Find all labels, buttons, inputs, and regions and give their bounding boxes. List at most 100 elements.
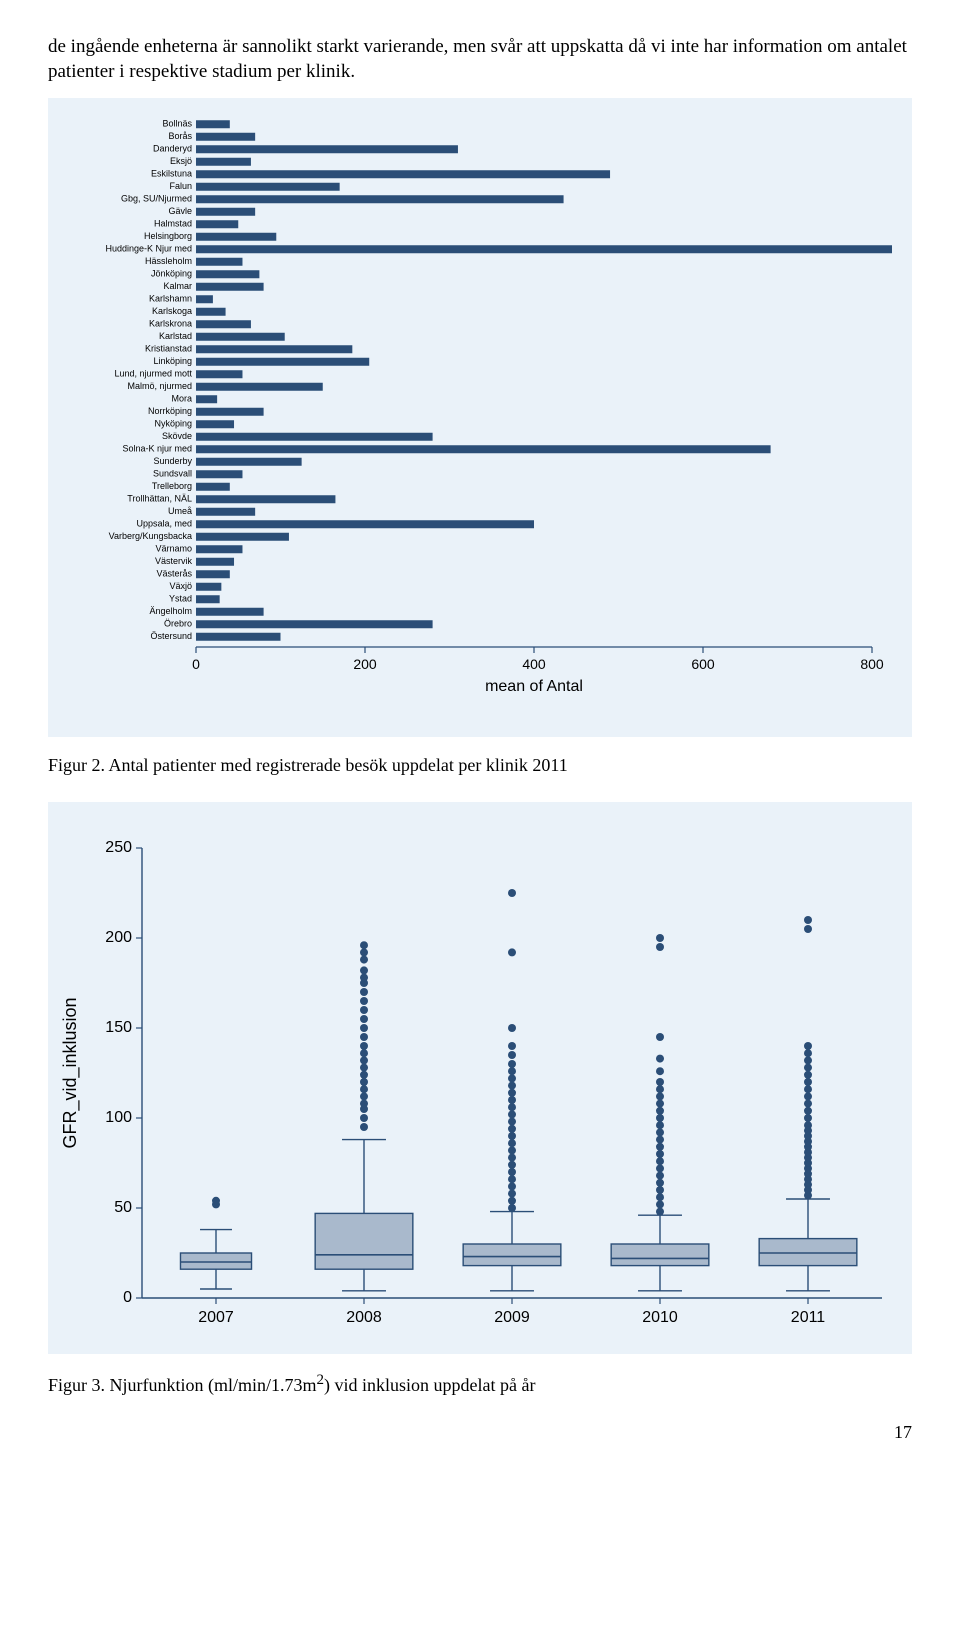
bar [196,233,276,241]
bar-category-label: Växjö [169,582,192,592]
outlier [360,1123,368,1131]
bar-category-label: Trollhättan, NÄL [127,494,192,504]
outlier [656,1122,664,1130]
outlier [508,1147,516,1155]
bar [196,583,221,591]
bar [196,383,323,391]
bar [196,483,230,491]
bar-category-label: Karlstad [159,332,192,342]
outlier [804,916,812,924]
x-tick-label: 800 [860,656,884,672]
bar-category-label: Danderyd [153,144,192,154]
bar [196,571,230,579]
bar [196,546,242,554]
outlier [360,1006,368,1014]
bar [196,608,264,616]
bar [196,558,234,566]
outlier [508,1096,516,1104]
outlier [804,1107,812,1115]
outlier [656,1194,664,1202]
bar-category-label: Trelleborg [152,482,192,492]
outlier [656,1179,664,1187]
outlier [804,1086,812,1094]
bar [196,246,892,254]
bar-category-label: Uppsala, med [136,519,192,529]
bar-category-label: Örebro [164,619,192,629]
x-category-label: 2010 [642,1309,678,1326]
outlier [508,1190,516,1198]
bar [196,621,433,629]
outlier [508,1051,516,1059]
bar [196,133,255,141]
outlier [508,1075,516,1083]
outlier [508,1104,516,1112]
bar [196,471,242,479]
bar-category-label: Karlskoga [152,307,192,317]
bar-category-label: Gbg, SU/Njurmed [121,194,192,204]
bar [196,308,226,316]
bar-category-label: Västervik [155,557,193,567]
bar-category-label: Gävle [168,207,192,217]
bar-category-label: Linköping [153,357,192,367]
bar [196,208,255,216]
bar [196,346,352,354]
outlier [656,1093,664,1101]
figure-2-caption: Figur 2. Antal patienter med registrerad… [48,755,912,776]
bar [196,121,230,129]
bar-category-label: Karlshamn [149,294,192,304]
bar [196,521,534,529]
bar-category-label: Bollnäs [162,119,192,129]
bar-category-label: Sunderby [153,457,192,467]
intro-paragraph: de ingående enheterna är sannolikt stark… [48,35,912,84]
outlier [656,934,664,942]
bar-category-label: Ystad [169,594,192,604]
outlier [360,942,368,950]
bar [196,358,369,366]
bar [196,296,213,304]
figure-3-caption-sup: 2 [317,1372,325,1388]
box [759,1239,857,1266]
outlier [804,1093,812,1101]
bar [196,196,564,204]
x-category-label: 2008 [346,1309,382,1326]
bar-category-label: Eskilstuna [151,169,192,179]
bar-category-label: Kristianstad [145,344,192,354]
outlier [656,1055,664,1063]
outlier [360,1015,368,1023]
outlier [360,988,368,996]
outlier [508,1089,516,1097]
bar [196,221,238,229]
outlier [360,1050,368,1058]
outlier [656,1136,664,1144]
outlier [212,1197,220,1205]
bar-category-label: Huddinge-K Njur med [105,244,192,254]
outlier [508,1111,516,1119]
outlier [508,1183,516,1191]
bar-category-label: Varberg/Kungsbacka [109,532,192,542]
bar-category-label: Eksjö [170,157,192,167]
bar [196,321,251,329]
bar-category-label: Jönköping [151,269,192,279]
x-category-label: 2009 [494,1309,530,1326]
outlier [508,1024,516,1032]
outlier [804,925,812,933]
box [180,1253,251,1269]
bar [196,146,458,154]
outlier [508,1154,516,1162]
outlier [508,889,516,897]
y-tick-label: 200 [105,930,132,947]
outlier [360,956,368,964]
outlier [656,1172,664,1180]
bar-category-label: Sundsvall [153,469,192,479]
outlier [656,1033,664,1041]
bar-category-label: Nyköping [154,419,192,429]
box [315,1214,413,1270]
bar-category-label: Hässleholm [145,257,192,267]
outlier [360,1071,368,1079]
bar-category-label: Lund, njurmed mott [114,369,192,379]
outlier [508,1082,516,1090]
bar-category-label: Ängelholm [149,607,192,617]
x-tick-label: 200 [353,656,377,672]
boxplot-chart: 050100150200250GFR_vid_inklusion20072008… [56,818,896,1338]
outlier [656,1078,664,1086]
